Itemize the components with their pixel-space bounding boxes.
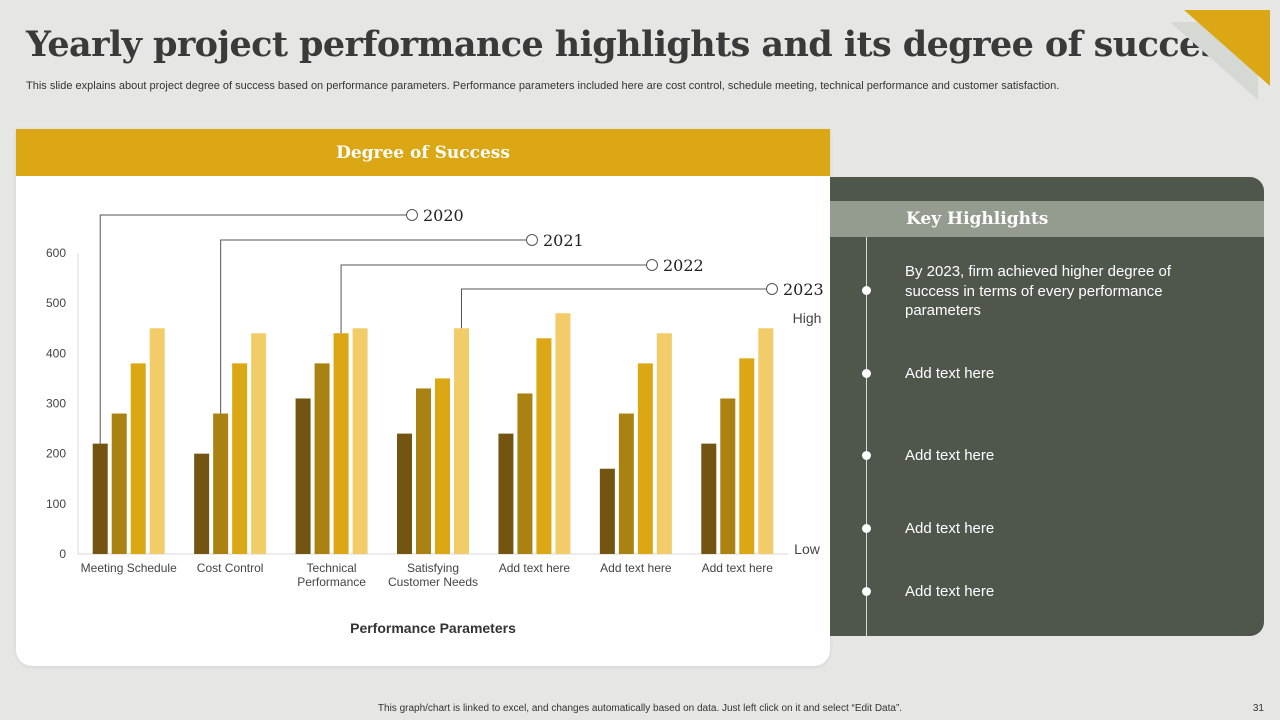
- bar-2021: [111, 413, 127, 554]
- legend-callout-line: [220, 239, 526, 414]
- slide-subtitle: This slide explains about project degree…: [26, 80, 1060, 92]
- bar-2022: [435, 378, 450, 554]
- bar-2021: [314, 363, 330, 554]
- bar-2021: [618, 413, 634, 554]
- x-tick-label: Add text here: [499, 561, 571, 575]
- bar-2022: [739, 358, 755, 554]
- bar-2020: [92, 443, 108, 554]
- bar-2023: [251, 333, 267, 554]
- bar-chart[interactable]: 0 100 200 300 400 500 600 Meeting Schedule Cost …: [16, 176, 830, 666]
- x-tick-label: Add text here: [702, 561, 774, 575]
- y-tick-label: 500: [46, 296, 66, 310]
- key-highlights-header: Key Highlights: [830, 201, 1264, 237]
- bar-2021: [416, 388, 431, 554]
- legend-callout-marker: [766, 283, 778, 295]
- x-tick-label: Performance: [297, 575, 366, 589]
- bar-2022: [333, 333, 349, 554]
- bar-2021: [517, 393, 533, 554]
- bar-2023: [454, 328, 469, 554]
- y-tick-label: 0: [59, 547, 66, 561]
- y-tick-label: 200: [46, 447, 66, 461]
- chart-header-title: Degree of Success: [336, 142, 510, 163]
- page-number: 31: [1252, 703, 1264, 714]
- legend-callout-line: [461, 288, 766, 329]
- y-tick-label: 300: [46, 397, 66, 411]
- scale-label-low: Low: [794, 541, 821, 557]
- timeline-dot: [862, 524, 871, 533]
- legend-label: 2020: [423, 206, 464, 225]
- slide-title: Yearly project performance highlights an…: [26, 24, 1240, 65]
- y-tick-label: 600: [46, 246, 66, 260]
- bar-2021: [720, 398, 736, 554]
- highlight-item-4[interactable]: Add text here: [905, 520, 995, 537]
- highlight-item-3[interactable]: Add text here: [905, 447, 995, 464]
- highlight-item-1[interactable]: By 2023, firm achieved higher degree of …: [905, 263, 1171, 319]
- bar-2020: [194, 453, 210, 554]
- chart-card: Degree of Success 0 100 200 300 400 500 600 Mee…: [16, 129, 830, 666]
- x-tick-label: Technical: [307, 561, 357, 575]
- bar-2021: [213, 413, 229, 554]
- bar-2020: [498, 433, 514, 554]
- y-tick-label: 400: [46, 346, 66, 360]
- corner-gold-triangle: [1184, 10, 1270, 86]
- bar-2022: [536, 338, 552, 554]
- legend-callout-line: [340, 264, 646, 334]
- legend-label: 2022: [663, 256, 704, 275]
- bar-2023: [149, 328, 165, 554]
- bar-2020: [701, 443, 717, 554]
- footer-note: This graph/chart is linked to excel, and…: [377, 703, 903, 714]
- bar-2023: [555, 313, 571, 554]
- bar-2020: [397, 433, 412, 554]
- timeline-dot: [862, 369, 871, 378]
- legend-callout-marker: [526, 234, 538, 246]
- scale-label-high: High: [793, 310, 822, 326]
- timeline-dot: [862, 286, 871, 295]
- bar-2023: [656, 333, 672, 554]
- highlight-item-2[interactable]: Add text here: [905, 365, 995, 382]
- bar-2020: [295, 398, 311, 554]
- timeline-line: [866, 237, 867, 636]
- key-highlights-title: Key Highlights: [906, 209, 1049, 229]
- legend-callout-line: [99, 214, 406, 444]
- y-tick-label: 100: [46, 497, 66, 511]
- timeline-dot: [862, 587, 871, 596]
- x-tick-label: Customer Needs: [388, 575, 478, 589]
- highlight-item-5[interactable]: Add text here: [905, 583, 995, 600]
- timeline-dot: [862, 451, 871, 460]
- legend-label: 2021: [543, 231, 584, 250]
- legend-callout-marker: [406, 209, 418, 221]
- chart-header: Degree of Success: [16, 129, 830, 176]
- x-tick-label: Cost Control: [197, 561, 264, 575]
- bar-2022: [130, 363, 146, 554]
- bar-2023: [758, 328, 774, 554]
- key-highlights-panel: Key Highlights By 2023, firm achieved hi…: [830, 177, 1264, 636]
- bar-2022: [637, 363, 653, 554]
- bar-2022: [232, 363, 248, 554]
- legend-label: 2023: [783, 280, 824, 299]
- x-tick-label: Add text here: [600, 561, 672, 575]
- bar-2023: [352, 328, 368, 554]
- corner-decoration: [1170, 10, 1270, 100]
- x-tick-label: Meeting Schedule: [81, 561, 177, 575]
- bar-2020: [599, 468, 615, 554]
- legend-callout-marker: [646, 259, 658, 271]
- x-tick-label: Satisfying: [407, 561, 459, 575]
- x-axis-title: Performance Parameters: [350, 620, 516, 636]
